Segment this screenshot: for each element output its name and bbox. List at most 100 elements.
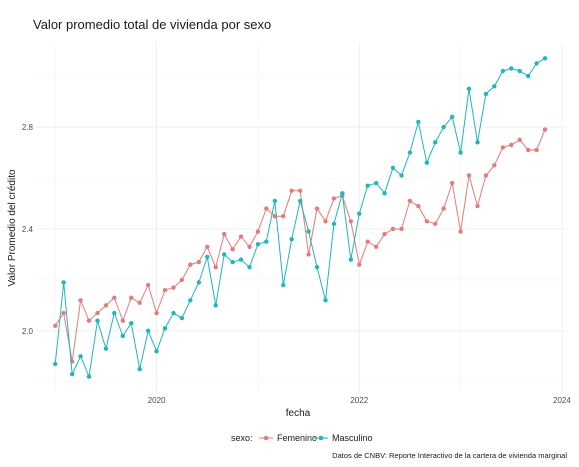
data-point-femenino — [331, 196, 337, 201]
legend-label-femenino: Femenino — [277, 433, 317, 443]
data-point-masculino — [61, 280, 66, 285]
data-point-masculino — [221, 252, 227, 257]
y-axis-title: Valor Promedio del crédito — [7, 169, 18, 287]
data-point-femenino — [475, 203, 480, 209]
data-point-femenino — [230, 247, 235, 252]
data-point-masculino — [137, 366, 142, 372]
data-point-femenino — [449, 180, 455, 186]
data-point-femenino — [416, 203, 421, 209]
data-point-femenino — [112, 295, 117, 300]
data-point-masculino — [525, 73, 531, 79]
data-point-femenino — [171, 285, 176, 290]
data-point-femenino — [407, 198, 413, 204]
data-point-masculino — [416, 119, 421, 125]
data-point-femenino — [145, 282, 151, 288]
data-point-femenino — [525, 147, 531, 153]
data-point-femenino — [433, 221, 438, 227]
series-masculino — [53, 56, 548, 379]
data-point-masculino — [103, 346, 109, 351]
data-point-femenino — [264, 206, 269, 211]
series-femenino — [53, 127, 548, 364]
data-point-masculino — [78, 354, 83, 359]
legend-item-masculino: Masculino — [314, 433, 373, 443]
data-point-masculino — [205, 254, 210, 260]
data-point-masculino — [365, 183, 370, 188]
data-point-femenino — [289, 188, 294, 193]
data-point-masculino — [348, 257, 354, 262]
data-point-masculino — [171, 310, 176, 316]
data-point-masculino — [230, 259, 235, 265]
data-point-masculino — [357, 211, 362, 216]
data-point-masculino — [154, 349, 159, 354]
data-point-femenino — [424, 219, 430, 224]
data-point-femenino — [238, 234, 244, 239]
data-point-femenino — [458, 229, 463, 234]
data-point-femenino — [542, 127, 548, 132]
data-point-femenino — [255, 229, 261, 234]
data-point-femenino — [483, 173, 489, 178]
data-point-masculino — [145, 328, 151, 334]
data-point-masculino — [433, 140, 438, 145]
data-point-femenino — [61, 310, 66, 316]
data-point-masculino — [95, 318, 100, 323]
data-point-masculino — [297, 198, 303, 204]
data-point-femenino — [509, 142, 514, 148]
ticks: 2020 2022 2024 2.0 2.4 2.8 — [22, 123, 572, 405]
y-tick-label: 2.0 — [22, 327, 34, 336]
data-point-masculino — [542, 56, 548, 61]
data-point-femenino — [129, 295, 134, 300]
data-point-masculino — [517, 68, 522, 74]
data-point-femenino — [95, 310, 100, 316]
data-point-masculino — [323, 298, 328, 303]
data-point-masculino — [86, 374, 92, 379]
data-point-femenino — [534, 147, 539, 153]
data-point-femenino — [221, 231, 227, 237]
legend: sexo: Femenino Masculino — [231, 433, 373, 443]
data-point-femenino — [373, 244, 379, 249]
data-point-masculino — [306, 229, 311, 234]
data-point-masculino — [449, 114, 455, 120]
data-point-masculino — [188, 298, 193, 303]
data-point-femenino — [188, 262, 193, 267]
data-point-masculino — [399, 173, 404, 178]
x-tick-label: 2022 — [350, 396, 368, 405]
series-line-masculino — [54, 57, 546, 379]
data-point-femenino — [137, 300, 142, 306]
data-point-masculino — [69, 371, 75, 377]
chart-title: Valor promedio total de vivienda por sex… — [33, 17, 271, 32]
y-tick-label: 2.4 — [22, 225, 34, 234]
data-point-masculino — [424, 160, 430, 165]
data-point-masculino — [407, 150, 413, 155]
data-point-masculino — [162, 326, 168, 331]
data-point-femenino — [500, 145, 506, 150]
data-point-masculino — [238, 257, 244, 262]
data-point-masculino — [272, 198, 278, 204]
data-point-femenino — [213, 264, 218, 270]
grid — [37, 43, 567, 392]
data-point-femenino — [382, 231, 387, 237]
data-point-femenino — [297, 188, 303, 193]
data-point-masculino — [213, 303, 218, 308]
data-point-masculino — [120, 333, 126, 339]
data-point-femenino — [179, 277, 185, 283]
data-point-femenino — [154, 310, 159, 316]
data-point-masculino — [281, 282, 286, 288]
data-point-masculino — [196, 280, 202, 285]
data-point-masculino — [373, 180, 379, 186]
data-point-femenino — [365, 239, 370, 244]
data-point-masculino — [264, 239, 269, 244]
legend-title: sexo: — [231, 433, 253, 443]
series-layer — [53, 56, 548, 379]
data-point-femenino — [247, 244, 252, 249]
data-point-masculino — [466, 86, 472, 92]
legend-item-femenino: Femenino — [259, 433, 317, 443]
data-point-masculino — [289, 236, 294, 242]
y-tick-label: 2.8 — [22, 123, 34, 132]
data-point-femenino — [306, 252, 311, 257]
x-tick-label: 2020 — [148, 396, 166, 405]
data-point-femenino — [323, 219, 328, 224]
x-tick-label: 2024 — [553, 396, 571, 405]
data-point-masculino — [331, 221, 337, 227]
chart-caption: Datos de CNBV: Reporte Interactivo de la… — [332, 451, 567, 460]
